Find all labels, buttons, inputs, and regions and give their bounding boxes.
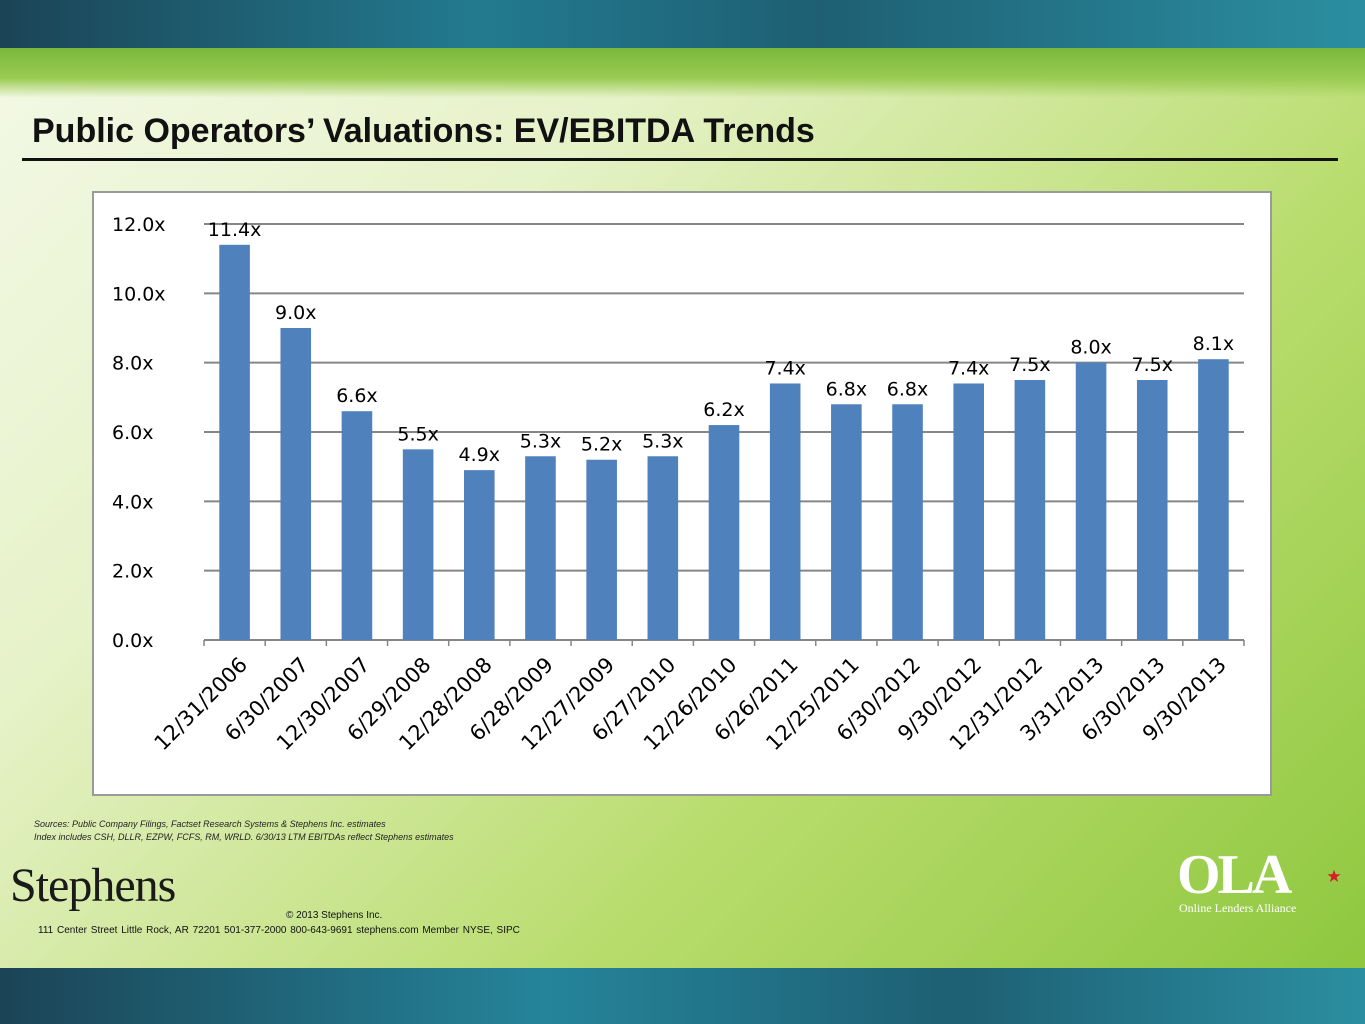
- bar: [831, 404, 862, 640]
- y-tick-label: 10.0x: [112, 283, 166, 305]
- bar: [280, 328, 312, 640]
- y-tick-label: 12.0x: [112, 214, 166, 236]
- slide-title: Public Operators’ Valuations: EV/EBITDA …: [32, 112, 815, 150]
- data-label: 5.3x: [520, 430, 561, 452]
- data-label: 6.6x: [336, 385, 377, 407]
- data-label: 7.5x: [1132, 354, 1173, 376]
- y-tick-label: 0.0x: [112, 630, 153, 652]
- bar: [647, 456, 679, 640]
- data-label: 6.2x: [703, 399, 744, 421]
- data-label: 5.2x: [581, 434, 622, 456]
- y-tick-label: 8.0x: [112, 353, 153, 375]
- title-underline: [22, 158, 1338, 161]
- data-label: 7.5x: [1009, 354, 1050, 376]
- ola-logo-text: OLA: [1177, 844, 1292, 906]
- top-decor-green-band: [0, 48, 1365, 98]
- data-label: 7.4x: [948, 357, 989, 379]
- ola-logo: OLA Online Lenders Alliance: [1175, 845, 1345, 917]
- copyright-text: © 2013 Stephens Inc.: [286, 910, 383, 921]
- data-label: 5.3x: [642, 430, 683, 452]
- stephens-logo: Stephens: [10, 859, 176, 912]
- bar: [1075, 362, 1107, 640]
- bar: [892, 404, 923, 640]
- bar: [1198, 359, 1229, 640]
- bottom-decor-band: [0, 968, 1365, 1024]
- bar: [464, 470, 495, 640]
- star-icon: [1327, 869, 1341, 883]
- data-label: 8.0x: [1070, 337, 1111, 359]
- bar: [586, 459, 617, 640]
- data-label: 4.9x: [459, 444, 500, 466]
- y-tick-label: 2.0x: [112, 561, 153, 583]
- bar: [1014, 380, 1046, 640]
- bar: [525, 456, 556, 640]
- data-label: 6.8x: [887, 378, 928, 400]
- data-label: 9.0x: [275, 302, 316, 324]
- data-label: 11.4x: [208, 219, 262, 241]
- chart-frame: 0.0x 2.0x 4.0x 6.0x 8.0x 10.0x 12.0x 11.4x 12/31…: [92, 191, 1272, 796]
- address-line: 111 Center Street Little Rock, AR 72201 …: [38, 925, 520, 936]
- data-label: 6.8x: [826, 378, 867, 400]
- bar: [769, 383, 801, 640]
- sources-line-1: Sources: Public Company Filings, Factset…: [34, 819, 386, 829]
- y-tick-label: 6.0x: [112, 422, 153, 444]
- bar: [219, 244, 250, 641]
- sources-note: Sources: Public Company Filings, Factset…: [34, 818, 454, 844]
- bar: [708, 425, 740, 640]
- data-label: 5.5x: [397, 423, 438, 445]
- bar: [341, 411, 373, 640]
- sources-line-2: Index includes CSH, DLLR, EZPW, FCFS, RM…: [34, 832, 454, 842]
- data-label: 7.4x: [764, 357, 805, 379]
- ola-logo-subtitle: Online Lenders Alliance: [1179, 901, 1297, 915]
- y-tick-label: 4.0x: [112, 491, 153, 513]
- data-label: 8.1x: [1193, 333, 1234, 355]
- bar: [402, 449, 434, 640]
- bar: [953, 383, 984, 640]
- bar: [1136, 380, 1168, 640]
